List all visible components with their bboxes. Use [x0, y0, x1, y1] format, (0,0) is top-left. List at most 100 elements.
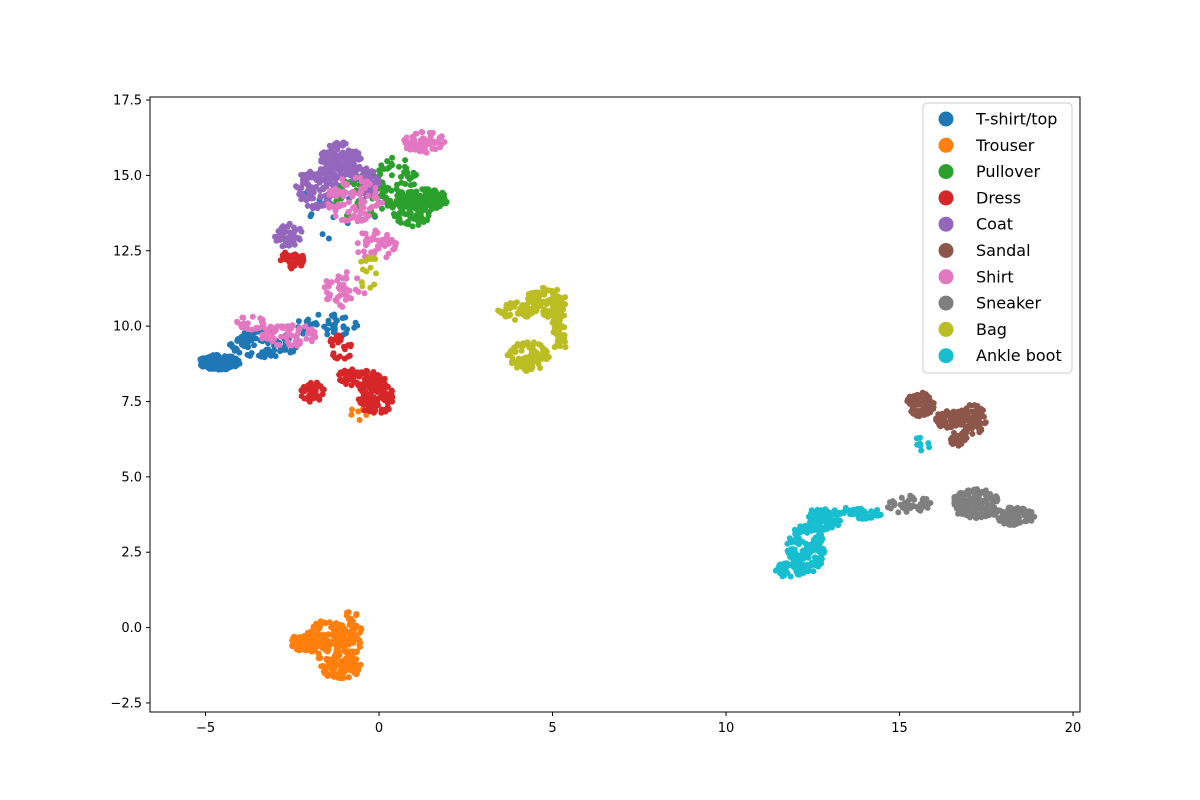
data-point: [833, 509, 840, 516]
data-point: [502, 313, 509, 320]
data-point: [300, 192, 307, 199]
data-point: [907, 492, 914, 499]
data-point: [346, 648, 353, 655]
data-point: [344, 217, 351, 224]
data-point: [344, 163, 351, 169]
y-axis: −2.5 0.0 2.5 5.0 7.5 10.0 12.5 15.0 17.5: [110, 94, 150, 711]
data-point: [862, 512, 869, 519]
data-point: [978, 503, 984, 510]
data-point: [358, 369, 365, 376]
data-point: [335, 643, 342, 650]
data-point: [233, 347, 239, 354]
data-point: [348, 382, 355, 389]
data-point: [271, 347, 278, 354]
data-point: [350, 214, 357, 221]
data-point: [403, 201, 410, 208]
series-trouser: [289, 406, 370, 682]
data-point: [313, 321, 320, 328]
data-point: [381, 243, 388, 249]
data-point: [296, 260, 303, 266]
data-point: [372, 396, 379, 403]
data-point: [356, 373, 363, 380]
data-point: [375, 374, 382, 381]
data-point: [960, 490, 967, 497]
data-point: [338, 334, 345, 341]
data-point: [877, 511, 884, 518]
data-point: [810, 568, 817, 575]
data-point: [351, 324, 358, 331]
data-point: [1007, 504, 1014, 511]
data-point: [964, 506, 971, 513]
data-point: [388, 203, 395, 210]
data-point: [538, 356, 545, 362]
data-point: [326, 619, 333, 626]
data-point: [340, 324, 347, 331]
data-point: [295, 634, 302, 641]
data-point: [349, 620, 356, 627]
data-point: [429, 145, 436, 152]
data-point: [389, 237, 395, 244]
data-point: [412, 142, 419, 149]
data-point: [279, 252, 286, 259]
data-point: [544, 308, 551, 314]
data-point: [320, 149, 327, 156]
data-point: [958, 435, 965, 442]
data-point: [278, 333, 285, 340]
data-point: [389, 162, 396, 169]
data-point: [300, 330, 307, 337]
data-point: [298, 171, 305, 178]
data-point: [351, 203, 358, 210]
data-point: [388, 187, 395, 194]
data-point: [343, 330, 349, 337]
data-point: [357, 155, 364, 162]
data-point: [361, 396, 368, 403]
data-point: [350, 188, 356, 195]
data-point: [910, 404, 917, 411]
data-point: [425, 209, 432, 216]
data-point: [369, 388, 376, 395]
data-point: [332, 213, 339, 220]
data-point: [332, 188, 339, 195]
data-point: [413, 130, 420, 137]
data-point: [228, 359, 235, 366]
data-point: [355, 662, 362, 669]
data-point: [358, 279, 365, 286]
data-point: [348, 630, 355, 637]
data-point: [950, 408, 957, 415]
data-point: [279, 243, 286, 250]
data-point: [529, 356, 536, 363]
y-tick-label: 5.0: [121, 470, 142, 485]
data-point: [348, 295, 354, 302]
data-point: [248, 337, 255, 344]
data-point: [333, 204, 340, 211]
data-point: [918, 504, 925, 511]
data-point: [374, 195, 381, 202]
data-point: [427, 133, 434, 140]
data-point: [895, 509, 902, 516]
data-point: [402, 170, 409, 177]
data-point: [980, 413, 987, 420]
data-point: [944, 423, 951, 430]
data-point: [847, 511, 854, 518]
data-point: [952, 493, 959, 500]
data-point: [966, 414, 972, 421]
data-point: [320, 386, 327, 393]
data-point: [334, 143, 341, 150]
data-point: [325, 200, 332, 207]
data-point: [280, 346, 287, 353]
data-point: [327, 638, 334, 645]
data-point: [530, 341, 537, 348]
data-point: [379, 181, 386, 188]
data-point: [374, 243, 381, 250]
legend: T-shirt/top Trouser Pullover Dress Coat Sanda…: [922, 102, 1073, 374]
data-point: [228, 353, 235, 360]
data-point: [342, 656, 349, 663]
data-point: [408, 174, 415, 181]
data-point: [343, 269, 350, 276]
data-point: [339, 142, 346, 149]
data-point: [962, 500, 969, 507]
data-point: [550, 329, 557, 336]
data-point: [307, 379, 314, 386]
data-point: [553, 324, 560, 331]
data-point: [535, 341, 542, 348]
